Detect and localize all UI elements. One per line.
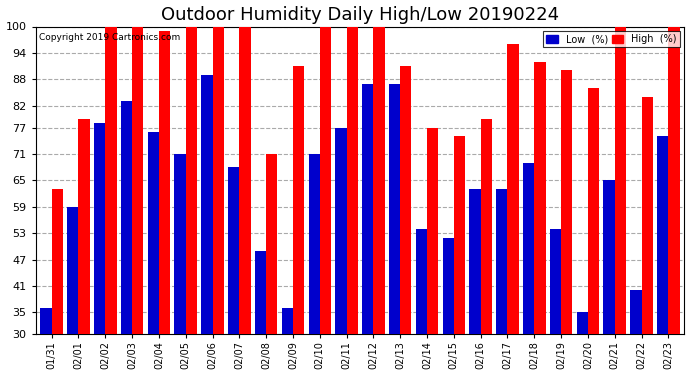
Bar bbox=[550, 229, 561, 334]
Bar bbox=[389, 84, 400, 334]
Bar bbox=[577, 312, 588, 334]
Bar bbox=[41, 308, 52, 334]
Bar bbox=[201, 75, 213, 334]
Bar bbox=[454, 136, 465, 334]
Bar bbox=[630, 290, 642, 334]
Bar bbox=[293, 66, 304, 334]
Bar bbox=[362, 84, 373, 334]
Bar bbox=[561, 70, 573, 334]
Bar bbox=[588, 88, 599, 334]
Bar bbox=[346, 27, 358, 334]
Bar bbox=[642, 97, 653, 334]
Bar bbox=[106, 27, 117, 334]
Bar bbox=[669, 27, 680, 334]
Bar bbox=[481, 119, 492, 334]
Bar bbox=[496, 189, 507, 334]
Bar bbox=[615, 27, 626, 334]
Bar bbox=[469, 189, 481, 334]
Bar bbox=[159, 31, 170, 334]
Bar bbox=[186, 27, 197, 334]
Bar bbox=[400, 66, 411, 334]
Bar bbox=[52, 189, 63, 334]
Bar bbox=[604, 180, 615, 334]
Bar bbox=[657, 136, 669, 334]
Bar bbox=[534, 62, 546, 334]
Bar bbox=[121, 101, 132, 334]
Bar bbox=[335, 128, 346, 335]
Bar bbox=[373, 27, 385, 334]
Bar bbox=[416, 229, 427, 334]
Bar bbox=[239, 27, 250, 334]
Bar bbox=[79, 119, 90, 334]
Bar bbox=[319, 27, 331, 334]
Bar bbox=[308, 154, 319, 334]
Bar bbox=[442, 238, 454, 334]
Bar bbox=[132, 27, 144, 334]
Text: Copyright 2019 Cartronics.com: Copyright 2019 Cartronics.com bbox=[39, 33, 180, 42]
Bar bbox=[148, 132, 159, 334]
Bar bbox=[175, 154, 186, 334]
Bar bbox=[94, 123, 106, 334]
Bar bbox=[523, 163, 534, 334]
Bar bbox=[228, 167, 239, 334]
Bar bbox=[213, 27, 224, 334]
Title: Outdoor Humidity Daily High/Low 20190224: Outdoor Humidity Daily High/Low 20190224 bbox=[161, 6, 559, 24]
Bar bbox=[427, 128, 438, 335]
Bar bbox=[282, 308, 293, 334]
Bar bbox=[67, 207, 79, 334]
Bar bbox=[507, 44, 519, 334]
Bar bbox=[255, 251, 266, 334]
Bar bbox=[266, 154, 277, 334]
Legend: Low  (%), High  (%): Low (%), High (%) bbox=[543, 32, 680, 47]
